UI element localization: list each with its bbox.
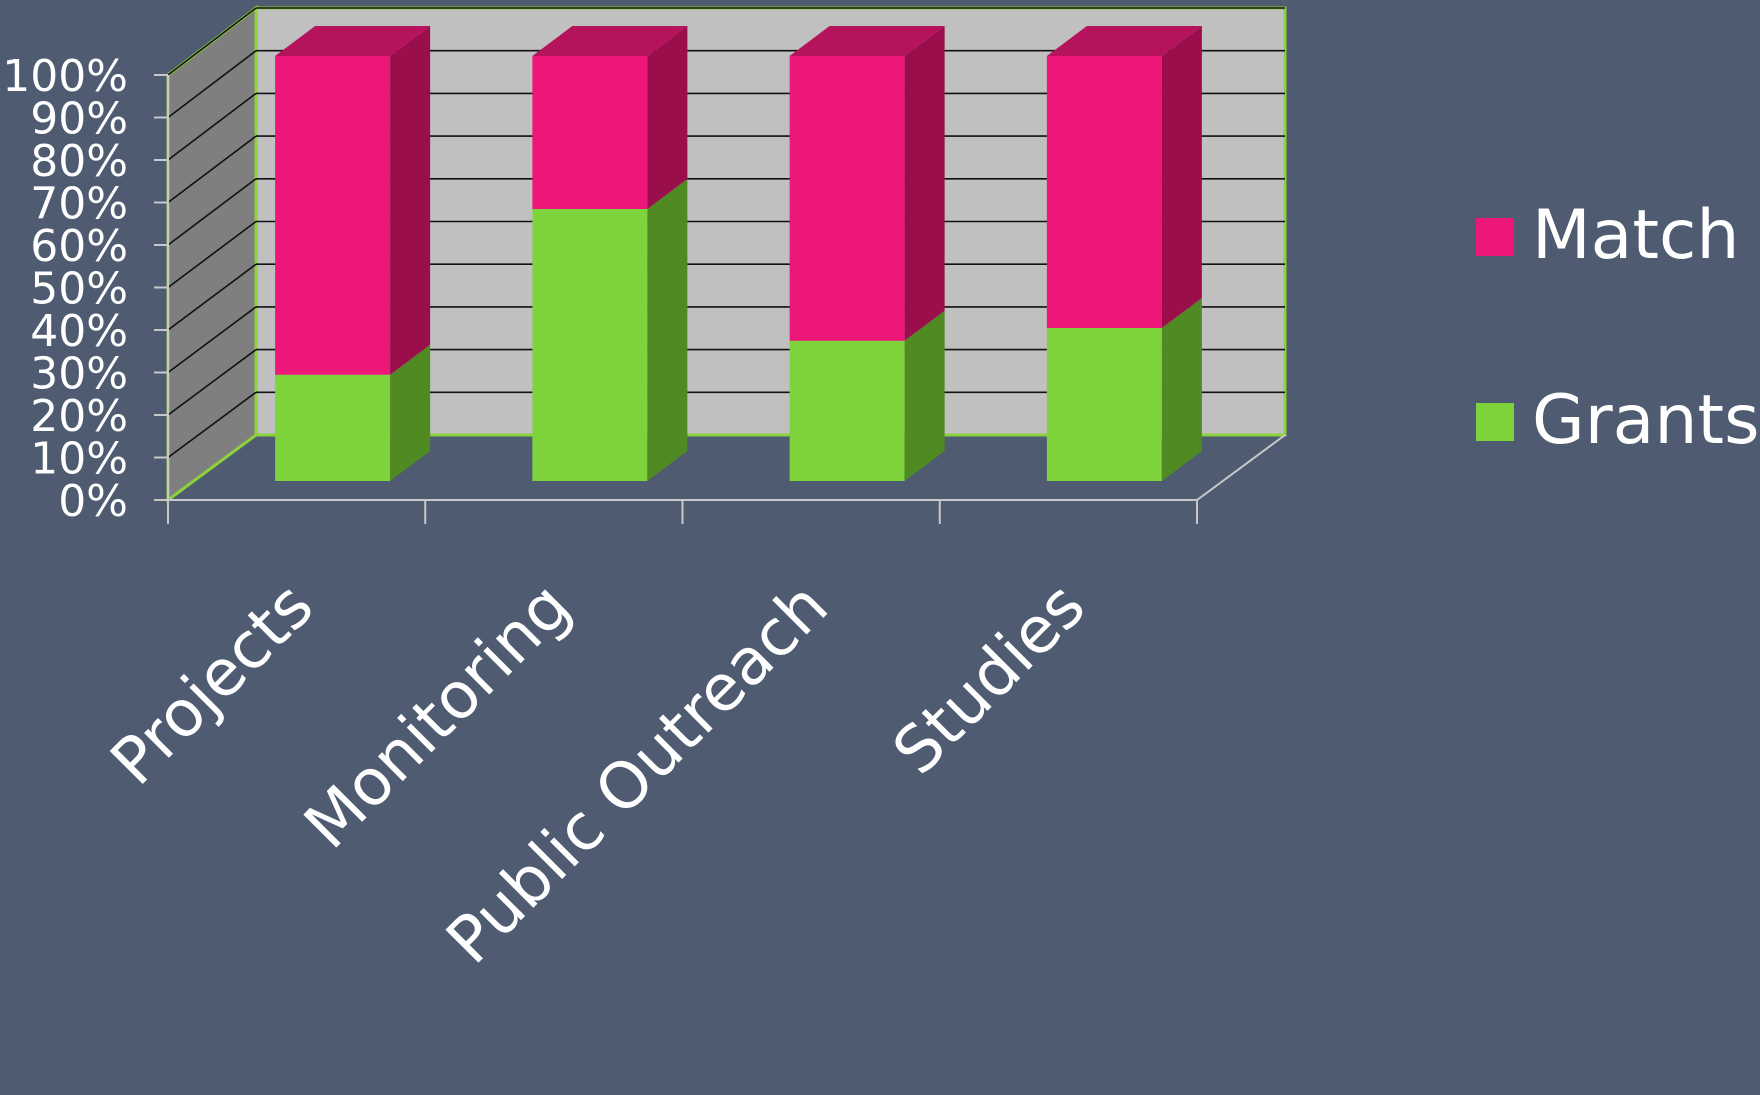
- bar-side-grants: [647, 179, 688, 481]
- y-tick-label: 30%: [30, 349, 128, 400]
- legend-swatch-match: [1476, 218, 1514, 256]
- y-tick-labels: 0%10%20%30%40%50%60%70%80%90%100%: [2, 51, 128, 527]
- y-tick-label: 80%: [30, 136, 128, 187]
- y-tick-label: 40%: [30, 306, 128, 357]
- side-gridline: [167, 391, 257, 459]
- legend: Match Grants: [1476, 196, 1760, 460]
- bar-match-projects: [275, 56, 391, 375]
- side-gridline: [167, 50, 257, 119]
- bar-top-face: [1046, 26, 1202, 56]
- bar-side-grants: [1161, 298, 1202, 481]
- bar-grants-public-outreach: [789, 340, 905, 481]
- side-gridline: [167, 92, 257, 161]
- bar-side-match: [390, 26, 431, 375]
- bar-side-grants: [904, 310, 945, 481]
- bar-grants-studies: [1046, 328, 1162, 481]
- y-tick-label: 50%: [30, 264, 128, 315]
- side-gridline: [167, 7, 257, 76]
- y-tick-label: 0%: [58, 476, 128, 527]
- legend-label-grants: Grants: [1532, 381, 1760, 460]
- side-gridline: [167, 348, 257, 416]
- bar-match-public-outreach: [789, 56, 905, 341]
- bar-side-match: [1161, 26, 1202, 328]
- bars: [275, 26, 1202, 481]
- legend-label-match: Match: [1532, 196, 1740, 275]
- x-category-label: Studies: [879, 569, 1099, 789]
- side-gridline: [167, 306, 257, 374]
- bar-top-face: [532, 26, 688, 56]
- y-tick-label: 20%: [30, 391, 128, 442]
- legend-swatch-grants: [1476, 403, 1514, 441]
- bar-top-face: [275, 26, 431, 56]
- axes: [154, 74, 1198, 524]
- y-tick-label: 100%: [2, 51, 128, 102]
- y-tick-label: 10%: [30, 434, 128, 485]
- bar-grants-monitoring: [532, 209, 648, 481]
- side-gridline: [167, 178, 257, 246]
- side-gridline: [167, 263, 257, 331]
- bar-match-studies: [1046, 56, 1162, 328]
- bar-side-match: [904, 26, 945, 341]
- bar-top-face: [789, 26, 945, 56]
- side-gridline: [167, 220, 257, 289]
- y-tick-label: 60%: [30, 221, 128, 272]
- bar-side-grants: [390, 344, 431, 481]
- x-category-label: Projects: [97, 569, 328, 800]
- bar-side-match: [647, 26, 688, 209]
- bar-match-monitoring: [532, 56, 648, 209]
- bar-grants-projects: [275, 374, 391, 481]
- side-gridline: [167, 135, 257, 204]
- y-tick-label: 70%: [30, 179, 128, 230]
- y-tick-label: 90%: [30, 94, 128, 145]
